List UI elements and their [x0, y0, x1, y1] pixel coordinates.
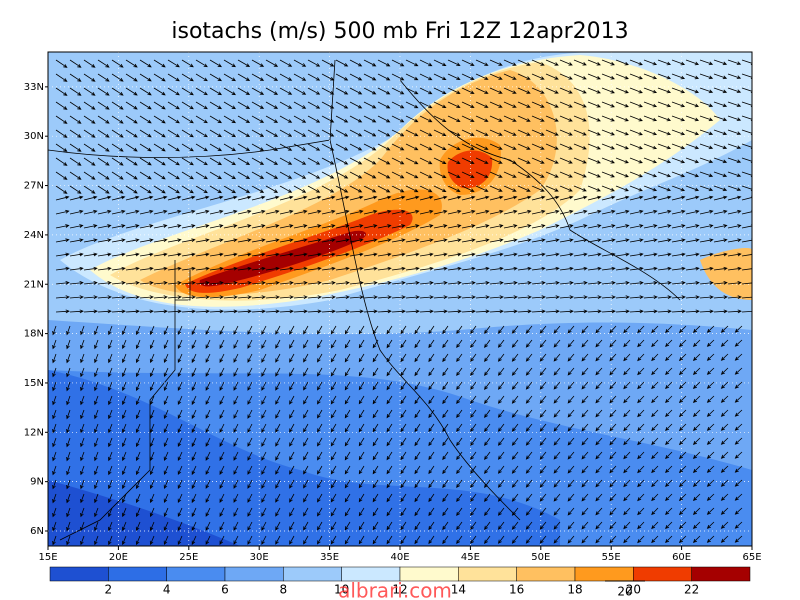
reference-vector-label: 20	[617, 585, 632, 599]
colorbar-swatch	[224, 566, 284, 582]
colorbar-label: 22	[684, 583, 699, 597]
colorbar-label: 6	[221, 583, 229, 597]
colorbar-label: 8	[280, 583, 288, 597]
longitude-label: 30E	[250, 552, 269, 563]
colorbar-label: 10	[334, 583, 349, 597]
longitude-label: 65E	[742, 552, 761, 563]
colorbar-swatch	[633, 566, 692, 582]
latitude-label: 15N	[24, 378, 44, 389]
isotach-field	[48, 52, 752, 546]
longitude-label: 55E	[602, 552, 621, 563]
colorbar-label: 20	[626, 583, 641, 597]
longitude-label: 15E	[38, 552, 57, 563]
colorbar-swatch	[516, 566, 576, 582]
colorbar-label: 16	[509, 583, 524, 597]
longitude-label: 60E	[672, 552, 691, 563]
colorbar-swatch	[283, 566, 342, 582]
colorbar-label: 2	[105, 583, 113, 597]
latitude-label: 12N	[24, 427, 44, 438]
latitude-label: 18N	[24, 329, 44, 340]
colorbar-swatch	[691, 566, 751, 582]
watermark: albrari.com	[338, 579, 452, 600]
latitude-label: 24N	[24, 230, 44, 241]
colorbar-swatch	[108, 566, 167, 582]
latitude-label: 6N	[30, 526, 44, 537]
colorbar-label: 12	[392, 583, 407, 597]
colorbar-swatch	[166, 566, 226, 582]
colorbar-swatch	[458, 566, 517, 582]
longitude-label: 40E	[390, 552, 409, 563]
colorbar-swatch	[574, 566, 634, 582]
colorbar-label: 4	[163, 583, 171, 597]
longitude-label: 35E	[320, 552, 339, 563]
latitude-label: 9N	[30, 477, 44, 488]
colorbar-label: 18	[567, 583, 582, 597]
longitude-label: 45E	[461, 552, 480, 563]
colorbar-swatch	[49, 566, 109, 582]
colorbar-label: 14	[451, 583, 466, 597]
latitude-label: 27N	[24, 181, 44, 192]
latitude-label: 21N	[24, 279, 44, 290]
longitude-label: 20E	[109, 552, 128, 563]
longitude-label: 50E	[531, 552, 550, 563]
graticule	[48, 52, 752, 546]
wind-vectors	[52, 59, 752, 546]
map-title: isotachs (m/s) 500 mb Fri 12Z 12apr2013	[171, 19, 628, 44]
longitude-label: 25E	[179, 552, 198, 563]
latitude-label: 33N	[24, 82, 44, 93]
latitude-label: 30N	[24, 131, 44, 142]
